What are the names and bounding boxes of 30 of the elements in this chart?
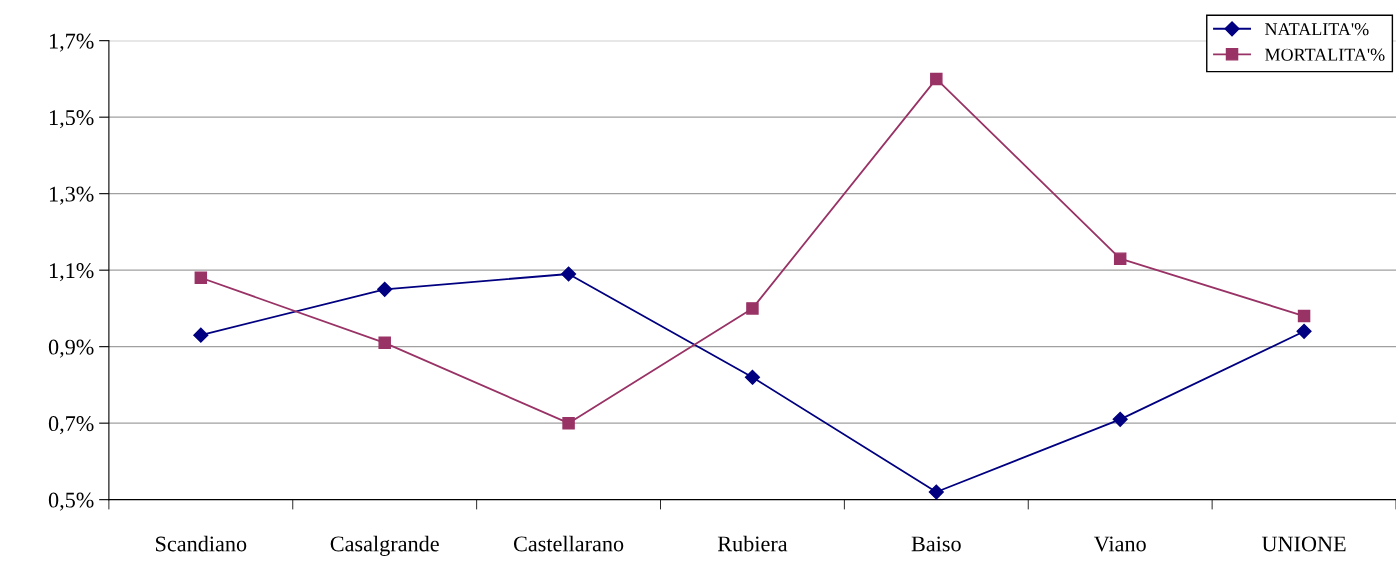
y-tick-label: 1,1%	[49, 263, 94, 282]
legend-label: NATALITA'%	[1265, 23, 1369, 36]
point	[746, 302, 759, 315]
x-tick-label: Scandiano	[156, 535, 247, 552]
y-tick-label: 1,5%	[49, 110, 94, 129]
y-tick-label: 0,7%	[48, 416, 94, 435]
x-tick-label: Baiso	[911, 536, 961, 552]
x-tick-label: Casalgrande	[330, 535, 439, 556]
y-tick-label: 0,5%	[48, 492, 94, 511]
x-tick-label: UNIONE	[1261, 536, 1346, 552]
point	[1112, 411, 1128, 427]
point	[377, 281, 393, 297]
point	[930, 72, 943, 86]
point	[194, 271, 208, 285]
point	[744, 369, 761, 385]
x-tick-label: Rubiera	[717, 535, 788, 552]
y-tick-label: 1,3%	[49, 186, 94, 205]
legend-label: MORTALITA'%	[1265, 48, 1385, 61]
point	[928, 484, 944, 500]
point	[561, 266, 577, 282]
point	[378, 336, 391, 350]
y-tick-label: 0,9%	[48, 339, 94, 358]
point	[193, 327, 209, 343]
x-tick-label: Castellarano	[513, 535, 624, 552]
point	[1113, 252, 1127, 265]
point	[562, 416, 575, 430]
y-tick-label: 1,7%	[49, 33, 94, 52]
point	[1296, 323, 1312, 339]
x-tick-label: Viano	[1093, 536, 1146, 552]
point	[1297, 309, 1311, 323]
